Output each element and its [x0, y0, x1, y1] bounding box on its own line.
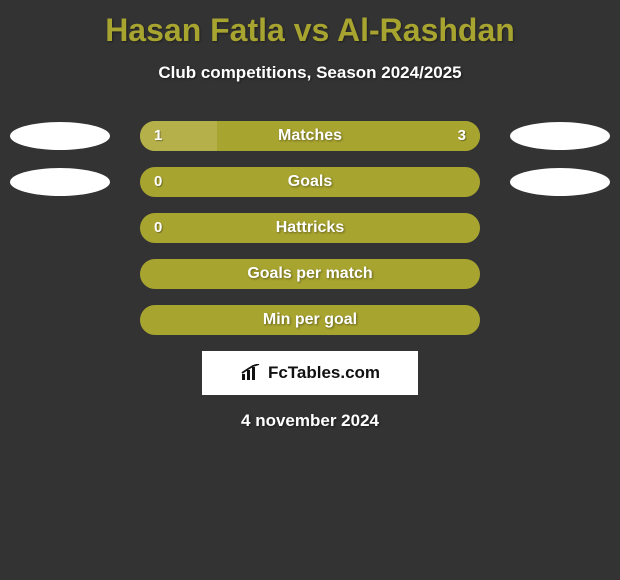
player-left-ellipse — [10, 168, 110, 196]
stats-container: 13Matches 0Goals 0Hattricks Goals per match… — [0, 121, 620, 335]
page-title: Hasan Fatla vs Al-Rashdan — [0, 0, 620, 49]
stat-label: Matches — [140, 121, 480, 151]
stat-row: 0Hattricks — [0, 213, 620, 243]
stat-row: 13Matches — [0, 121, 620, 151]
stat-row: 0Goals — [0, 167, 620, 197]
date-label: 4 november 2024 — [0, 411, 620, 431]
stat-label: Goals — [140, 167, 480, 197]
stat-bar: 13Matches — [140, 121, 480, 151]
stat-label: Goals per match — [140, 259, 480, 289]
stat-bar: 0Hattricks — [140, 213, 480, 243]
stat-bar: Min per goal — [140, 305, 480, 335]
brand-box: FcTables.com — [202, 351, 418, 395]
brand-text: FcTables.com — [268, 363, 380, 383]
stat-bar: 0Goals — [140, 167, 480, 197]
stat-row: Goals per match — [0, 259, 620, 289]
stat-bar: Goals per match — [140, 259, 480, 289]
stat-label: Min per goal — [140, 305, 480, 335]
player-left-ellipse — [10, 122, 110, 150]
brand-chart-icon — [240, 364, 262, 382]
subtitle: Club competitions, Season 2024/2025 — [0, 63, 620, 83]
player-right-ellipse — [510, 122, 610, 150]
stat-row: Min per goal — [0, 305, 620, 335]
stat-label: Hattricks — [140, 213, 480, 243]
player-right-ellipse — [510, 168, 610, 196]
